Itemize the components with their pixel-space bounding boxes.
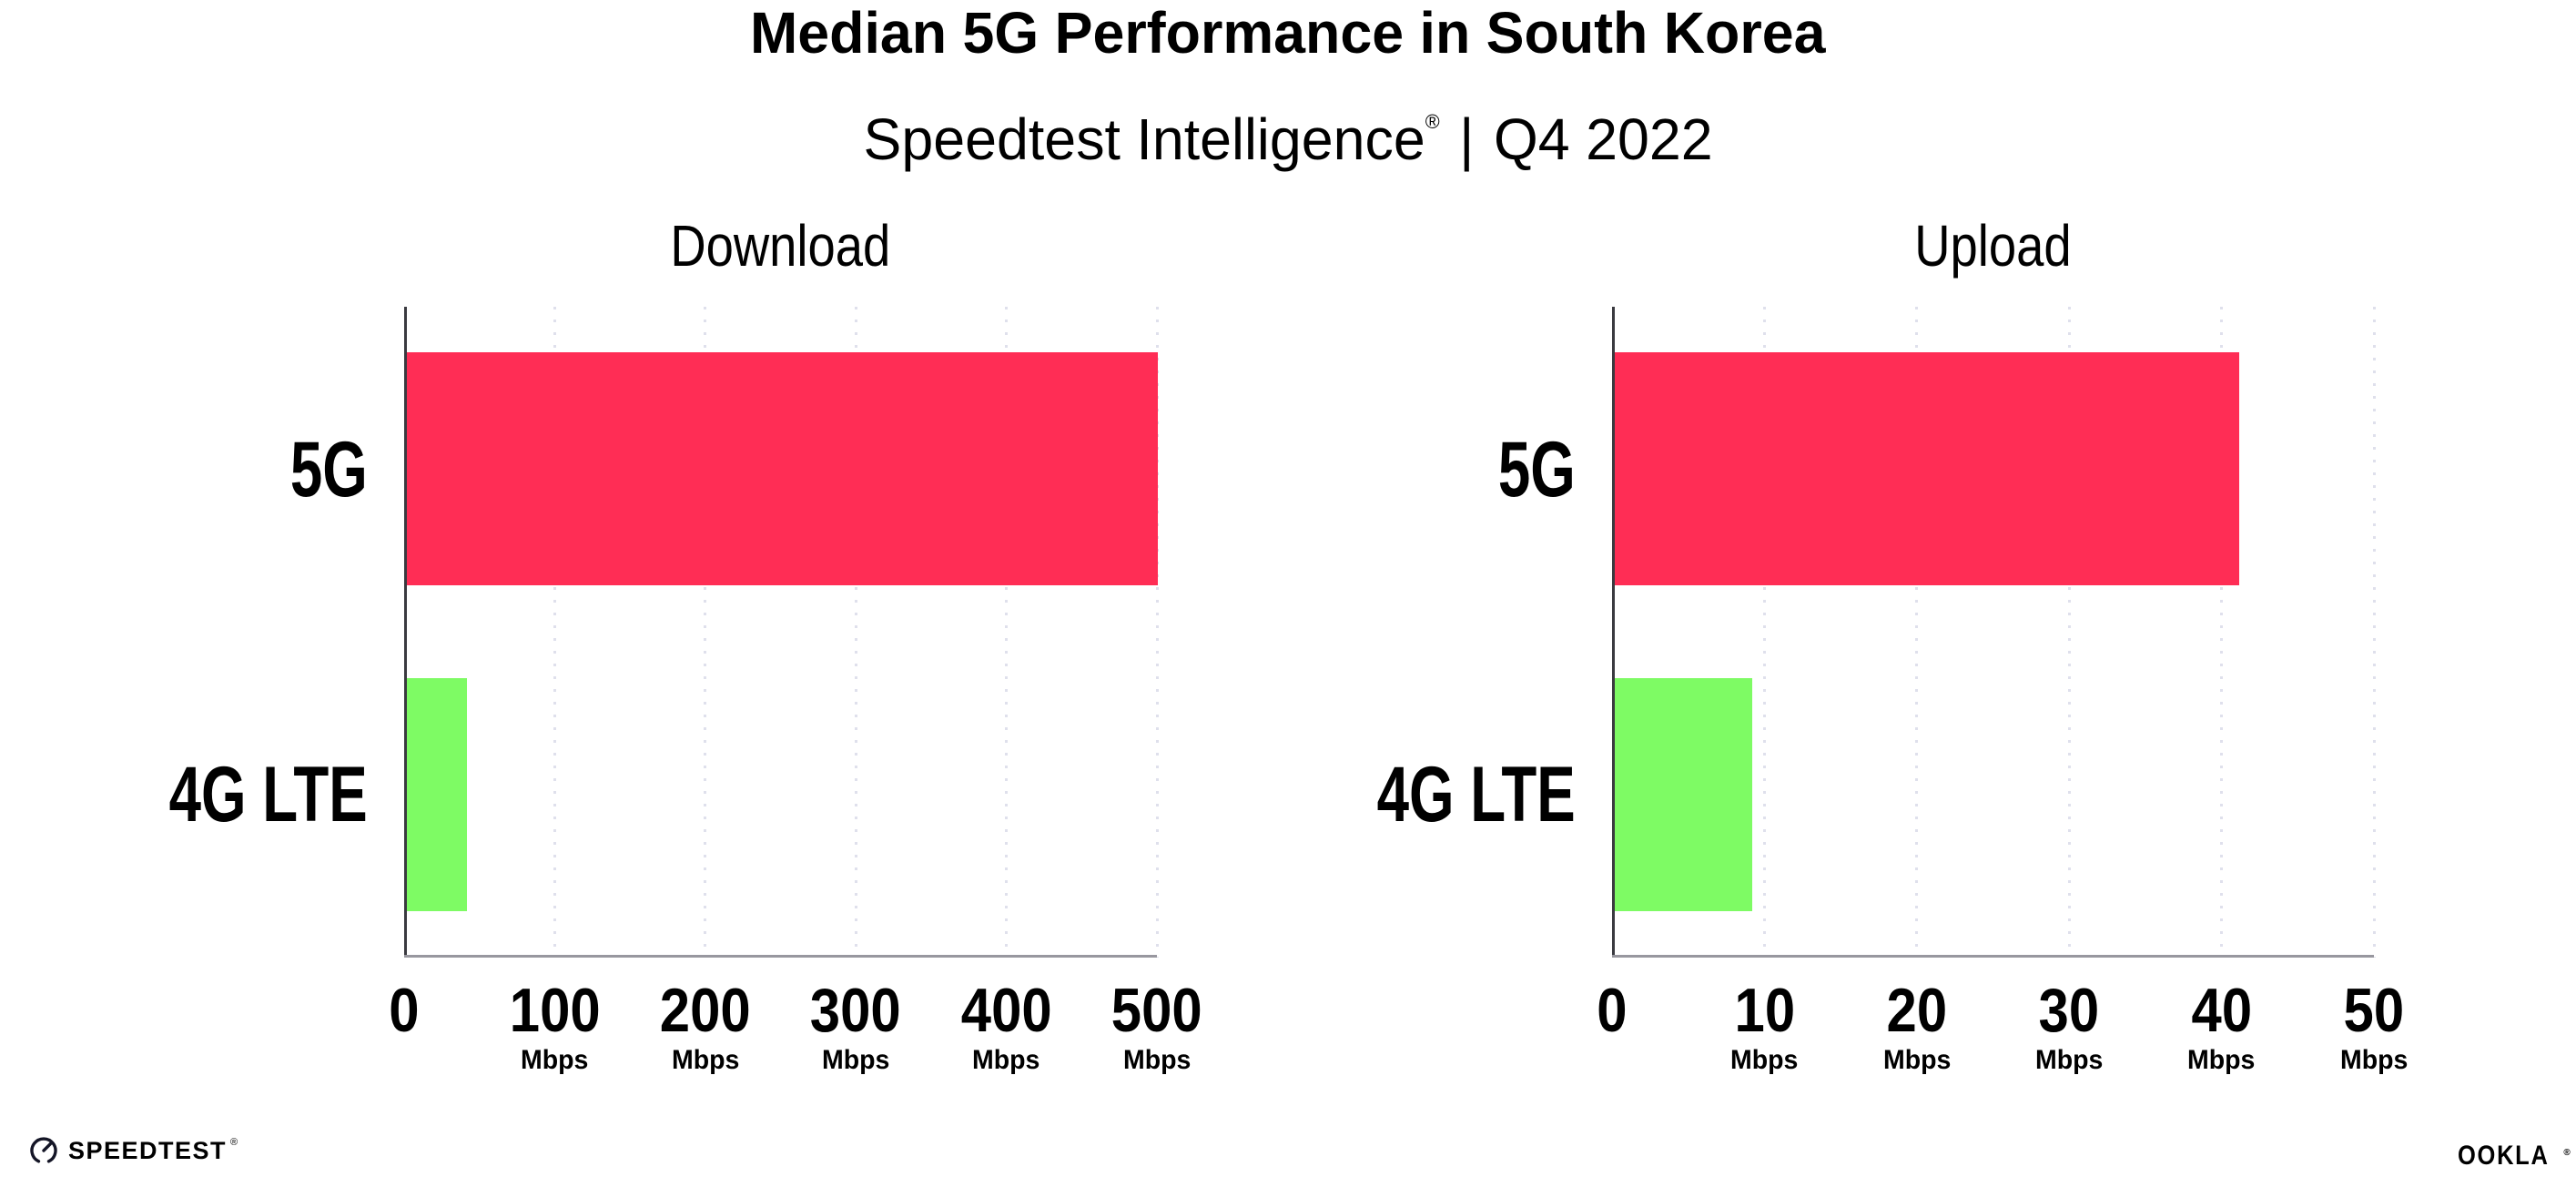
chart-title-download: Download [404,214,1157,278]
page-subtitle: Speedtest Intelligence® | Q4 2022 [0,91,2576,170]
x-tick-label: 40 [2122,979,2322,1042]
x-tick-label: 100 [454,979,654,1042]
chart-title-text-upload: Upload [1914,213,2072,279]
x-tick-value: 0 [389,976,420,1045]
x-tick-value: 30 [2038,976,2100,1045]
gridline [2372,307,2376,958]
x-tick-unit: Mbps [454,1045,654,1076]
x-tick-unit-text: Mbps [1730,1045,1799,1075]
page-title: Median 5G Performance in South Korea [0,2,2576,64]
gridline [1915,307,1919,958]
x-axis-line [1612,955,2374,958]
x-tick-unit-text: Mbps [972,1045,1040,1075]
x-tick-unit: Mbps [907,1045,1107,1076]
x-tick-value: 50 [2343,976,2405,1045]
x-tick-label: 300 [756,979,956,1042]
x-tick-unit-text: Mbps [1122,1045,1192,1075]
x-tick-unit: Mbps [756,1045,956,1076]
bar-5g-download [407,352,1159,585]
category-label-text: 5G [290,426,368,513]
x-tick-unit-text: Mbps [2339,1045,2409,1075]
x-tick-value: 400 [960,976,1052,1045]
x-tick-unit: Mbps [1057,1045,1257,1076]
speedtest-logo: SPEEDTEST ® [27,1134,242,1167]
plot-area-upload [1612,307,2376,958]
y-axis-line [404,307,407,958]
chart-title-text-download: Download [670,213,891,279]
gridline [704,307,707,958]
gridline [1762,307,1766,958]
page-title-text: Median 5G Performance in South Korea [750,0,1826,66]
x-tick-value: 500 [1111,976,1202,1045]
x-axis-line [404,955,1157,958]
x-tick-unit: Mbps [1817,1045,2017,1076]
gridline [1005,307,1009,958]
x-tick-unit: Mbps [605,1045,806,1076]
ookla-logo: OOKLA ® [2458,1141,2572,1172]
ookla-logo-text: OOKLA [2458,1141,2550,1171]
category-label-4g-lte: 4G LTE [1175,754,1576,836]
x-tick-unit-text: Mbps [1882,1045,1951,1075]
gridline [1155,307,1159,958]
subtitle-brand-text: Speedtest Intelligence [863,107,1425,172]
x-tick-unit-text: Mbps [2187,1045,2256,1075]
x-tick-label: 20 [1817,979,2017,1042]
gridline [854,307,857,958]
category-label-4g-lte: 4G LTE [0,754,368,836]
speedtest-gauge-icon [30,1137,57,1163]
category-label-text: 4G LTE [168,751,368,838]
x-tick-unit-text: Mbps [821,1045,890,1075]
x-tick-value: 20 [1886,976,1948,1045]
x-tick-value: 300 [810,976,902,1045]
x-tick-unit-text: Mbps [671,1045,739,1075]
x-tick-unit: Mbps [1969,1045,2169,1076]
x-tick-label: 30 [1969,979,2169,1042]
x-tick-label: 500 [1057,979,1257,1042]
x-tick-value: 40 [2191,976,2252,1045]
plot-area-download [404,307,1159,958]
registered-trademark-symbol: ® [1425,110,1440,133]
x-tick-unit-text: Mbps [521,1045,589,1075]
category-label-text: 4G LTE [1376,751,1576,838]
x-tick-label: 200 [605,979,806,1042]
x-tick-label: 400 [907,979,1107,1042]
x-tick-label: 50 [2274,979,2474,1042]
x-tick-unit-text: Mbps [2034,1045,2104,1075]
category-label-text: 5G [1498,426,1576,513]
bar-4g-lte-download [407,678,468,911]
x-tick-label: 0 [1512,979,1712,1042]
x-tick-value: 100 [509,976,601,1045]
chart-title-upload: Upload [1612,214,2374,278]
x-tick-unit: Mbps [2274,1045,2474,1076]
speedtest-registered-mark: ® [230,1137,238,1148]
gridline [553,307,556,958]
x-tick-value: 10 [1734,976,1795,1045]
x-tick-label: 0 [304,979,504,1042]
category-label-5g: 5G [0,429,368,511]
y-axis-line [1612,307,1615,958]
gridline [2067,307,2071,958]
subtitle-period-text: Q4 2022 [1493,107,1713,172]
subtitle-separator: | [1459,107,1475,172]
category-label-5g: 5G [1175,429,1576,511]
ookla-registered-mark: ® [2563,1148,2571,1158]
page-subtitle-text: Speedtest Intelligence® | Q4 2022 [863,91,1712,170]
bar-5g-upload [1615,352,2240,585]
x-tick-value: 0 [1597,976,1628,1045]
x-tick-value: 200 [659,976,751,1045]
x-tick-label: 10 [1664,979,1864,1042]
speedtest-logo-text: SPEEDTEST [68,1136,228,1164]
x-tick-unit: Mbps [2122,1045,2322,1076]
gridline [2220,307,2224,958]
bar-4g-lte-upload [1615,678,1752,911]
x-tick-unit: Mbps [1664,1045,1864,1076]
